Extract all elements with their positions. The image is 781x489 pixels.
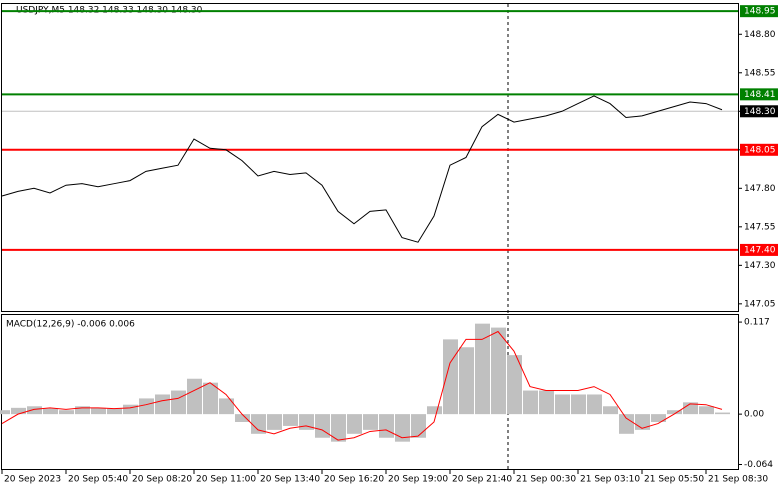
y-tick-label: 148.55 xyxy=(744,68,776,78)
price-frame xyxy=(1,3,739,312)
histogram-bar xyxy=(379,414,394,438)
series-line xyxy=(1,330,723,441)
x-tick-label: 21 Sep 05:50 xyxy=(644,475,704,485)
histogram-bar xyxy=(651,414,666,423)
histogram-bar xyxy=(507,355,522,415)
histogram-bar xyxy=(155,394,170,415)
x-tick-label: 20 Sep 11:00 xyxy=(196,475,256,485)
histogram-bar xyxy=(283,414,298,426)
y-tick-label: 147.05 xyxy=(744,299,776,309)
histogram-bar xyxy=(267,414,282,430)
histogram-bar xyxy=(619,414,634,434)
histogram-bar xyxy=(235,414,250,423)
histogram-bar xyxy=(91,407,106,415)
y-tick-label: 147.30 xyxy=(744,261,776,271)
histogram-bar xyxy=(347,414,362,434)
histogram-bar xyxy=(491,327,506,415)
histogram-bar xyxy=(683,402,698,415)
histogram-bar xyxy=(443,339,458,415)
level-label-box xyxy=(740,243,778,256)
level-label: 148.05 xyxy=(744,145,776,155)
level-label-box xyxy=(740,5,778,18)
histogram-bar xyxy=(107,408,122,415)
histogram-bar xyxy=(427,406,442,415)
histogram-bar xyxy=(635,414,650,430)
histogram-bar xyxy=(475,323,490,415)
histogram-bar xyxy=(715,412,730,415)
histogram-bar xyxy=(11,407,26,415)
x-tick-label: 21 Sep 00:30 xyxy=(516,475,576,485)
x-tick-label: 20 Sep 08:20 xyxy=(132,475,192,485)
macd-title: MACD(12,26,9) -0.006 0.006 xyxy=(6,320,135,330)
histogram-bar xyxy=(59,410,74,415)
histogram-bar xyxy=(363,414,378,430)
histogram-bar xyxy=(203,382,218,415)
histogram-bar xyxy=(667,410,682,415)
histogram-bar xyxy=(43,408,58,415)
histogram-bar xyxy=(187,378,202,415)
histogram-bar xyxy=(699,406,714,415)
price-label-box xyxy=(740,105,778,118)
x-tick-label: 20 Sep 16:20 xyxy=(324,475,384,485)
histogram-bar xyxy=(75,406,90,415)
histogram-bar xyxy=(587,394,602,415)
y-tick-label: 0.117 xyxy=(744,318,770,328)
histogram-bar xyxy=(251,414,266,434)
x-tick-label: 20 Sep 05:40 xyxy=(68,475,128,485)
x-tick-label: 20 Sep 2023 xyxy=(4,475,61,485)
y-tick-label: 147.55 xyxy=(744,222,776,232)
histogram-bar xyxy=(139,398,154,415)
histogram-bar xyxy=(459,347,474,415)
y-tick-label: -0.064 xyxy=(744,460,773,470)
histogram-bar xyxy=(0,410,10,415)
histogram-bar xyxy=(315,414,330,438)
y-tick-label: 148.80 xyxy=(744,30,776,40)
histogram-bar xyxy=(395,414,410,442)
y-tick-label: 0.00 xyxy=(744,410,764,420)
series-line xyxy=(1,95,723,243)
level-label: 148.95 xyxy=(744,7,776,17)
x-tick-label: 20 Sep 21:40 xyxy=(452,475,512,485)
histogram-bar xyxy=(27,406,42,415)
histogram-bar xyxy=(603,406,618,415)
histogram-bar xyxy=(123,404,138,415)
histogram-bar xyxy=(331,414,346,442)
histogram-bar xyxy=(571,394,586,415)
histogram-bar xyxy=(219,398,234,415)
x-tick-label: 21 Sep 08:30 xyxy=(708,475,768,485)
histogram-bar xyxy=(171,390,186,415)
histogram-bar xyxy=(539,390,554,415)
histogram-bar xyxy=(523,390,538,415)
level-label: 147.40 xyxy=(744,245,776,255)
histogram-bar xyxy=(411,414,426,438)
macd-frame xyxy=(1,314,739,470)
level-label-box xyxy=(740,143,778,156)
y-tick-label: 147.80 xyxy=(744,184,776,194)
level-label: 148.41 xyxy=(744,90,776,100)
x-tick-label: 21 Sep 03:10 xyxy=(580,475,640,485)
histogram-bar xyxy=(555,394,570,415)
x-tick-label: 20 Sep 13:40 xyxy=(260,475,320,485)
level-label-box xyxy=(740,88,778,101)
price-label: 148.30 xyxy=(744,107,776,117)
x-tick-label: 20 Sep 19:00 xyxy=(388,475,448,485)
